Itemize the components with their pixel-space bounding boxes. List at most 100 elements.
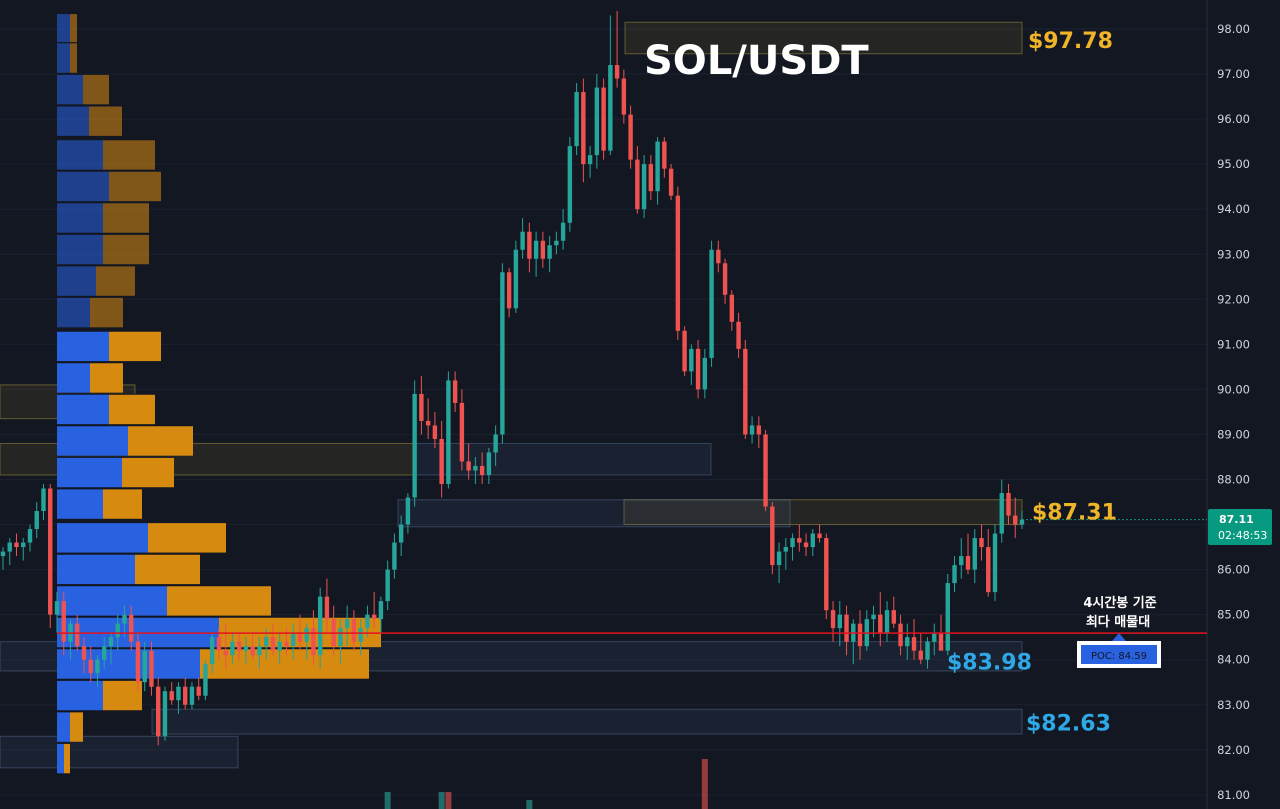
- candle-body: [513, 249, 519, 309]
- candle-body: [817, 533, 822, 539]
- candle-body: [304, 628, 309, 642]
- profile-buy-bar: [57, 297, 90, 328]
- profile-buy-bar: [57, 488, 103, 519]
- poc-label: POC: 84.59: [1091, 651, 1147, 662]
- candle-body: [992, 533, 998, 593]
- candle-body: [763, 434, 768, 507]
- y-tick-label: 93.00: [1217, 247, 1250, 261]
- candle-body: [54, 601, 60, 615]
- candle-body: [749, 425, 755, 435]
- candle-body: [979, 538, 984, 548]
- candle-body: [641, 164, 647, 210]
- candle-body: [932, 632, 937, 642]
- chart-title: SOL/USDT: [644, 38, 869, 84]
- profile-buy-bar: [57, 13, 70, 44]
- y-tick-label: 91.00: [1217, 337, 1250, 351]
- candle-body: [88, 659, 93, 674]
- volume-profile: [57, 12, 381, 774]
- candle-body: [236, 641, 242, 651]
- candle-body: [662, 141, 667, 169]
- candle-body: [169, 691, 174, 701]
- candle-body: [601, 87, 606, 151]
- price-labels: $97.78 $87.31 $83.98 $82.63: [947, 29, 1117, 737]
- candle-body: [878, 614, 883, 633]
- profile-buy-bar: [57, 522, 148, 553]
- candle-body: [965, 556, 971, 570]
- candle-body: [115, 623, 120, 638]
- resistance-zone: [624, 21, 1023, 55]
- y-tick-label: 92.00: [1217, 292, 1250, 306]
- candle-body: [776, 551, 782, 566]
- candle-body: [554, 240, 559, 246]
- profile-buy-bar: [57, 331, 109, 362]
- candle-body: [183, 686, 188, 705]
- profile-sell-bar: [103, 234, 149, 265]
- candle-body: [324, 596, 330, 620]
- candle-body: [716, 249, 721, 264]
- y-tick-label: 97.00: [1217, 67, 1250, 81]
- candle-body: [176, 686, 181, 701]
- candle-body: [736, 321, 741, 349]
- candle-body: [243, 646, 249, 651]
- candle-body: [257, 646, 262, 656]
- candle-body: [385, 569, 390, 602]
- candle-body: [628, 114, 633, 160]
- candle-body: [837, 614, 842, 629]
- candle-body: [675, 195, 681, 331]
- current-price-tag[interactable]: 87.11 02:48:53: [1208, 509, 1272, 545]
- candle-body: [783, 547, 789, 552]
- price-axis-background: [1207, 0, 1280, 809]
- candle-body: [884, 610, 890, 633]
- profile-sell-bar: [70, 13, 77, 44]
- profile-buy-bar: [57, 648, 200, 679]
- candle-body: [216, 637, 222, 651]
- candle-body: [290, 632, 296, 647]
- candle-body: [891, 610, 896, 624]
- candle-body: [560, 222, 566, 241]
- candle-body: [770, 506, 775, 566]
- poc-badge[interactable]: POC: 84.59: [1077, 641, 1161, 668]
- candle-body: [277, 641, 282, 651]
- y-tick-label: 96.00: [1217, 112, 1250, 126]
- price-level-label: $82.63: [1026, 711, 1111, 736]
- candle-body: [743, 348, 748, 435]
- candle-body: [425, 420, 431, 426]
- candle-body: [34, 511, 39, 530]
- profile-buy-bar: [57, 74, 83, 105]
- candle-body: [48, 488, 53, 615]
- candle-body: [547, 245, 552, 259]
- candle-body: [803, 542, 809, 548]
- candle-body: [479, 465, 485, 475]
- candle-body: [81, 646, 87, 660]
- profile-sell-bar: [96, 265, 135, 296]
- candle-body: [486, 452, 492, 475]
- candle-body: [452, 380, 458, 403]
- candle-body: [371, 614, 377, 620]
- profile-sell-bar: [90, 297, 123, 328]
- candle-body: [898, 623, 903, 647]
- profile-buy-bar: [57, 743, 64, 774]
- profile-sell-bar: [122, 457, 174, 488]
- candle-body: [284, 641, 289, 647]
- candle-body: [682, 330, 687, 372]
- profile-buy-bar: [57, 362, 90, 393]
- candle-body: [689, 348, 694, 372]
- candle-body: [824, 538, 829, 611]
- candle-body: [21, 542, 26, 548]
- y-tick-label: 89.00: [1217, 427, 1250, 441]
- candle-body: [149, 650, 154, 687]
- poc-line: [57, 519, 1207, 642]
- candle-body: [378, 601, 384, 620]
- profile-sell-bar: [109, 331, 161, 362]
- candle-body: [412, 393, 417, 498]
- profile-sell-bar: [64, 743, 70, 774]
- annotation-line-2: 최다 매물대: [1086, 614, 1150, 630]
- candle-body: [223, 650, 228, 656]
- y-tick-label: 98.00: [1217, 22, 1250, 36]
- candle-body: [203, 664, 208, 696]
- volume-bar: [701, 759, 708, 809]
- volume-bars: [384, 759, 708, 809]
- annotation-line-1: 4시간봉 기준: [1083, 595, 1156, 611]
- candle-body: [27, 529, 33, 543]
